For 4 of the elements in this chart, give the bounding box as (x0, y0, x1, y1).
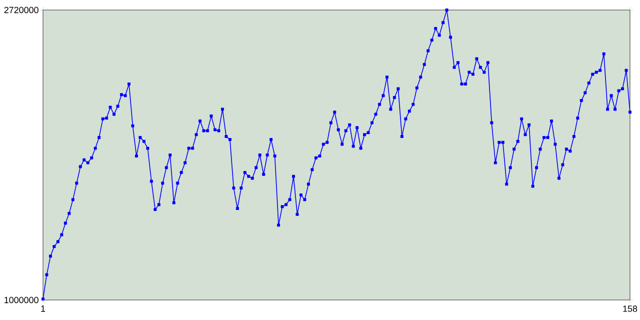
x-tick-label: 1 (41, 306, 46, 312)
x-tick-label: 158 (623, 306, 638, 312)
y-tick-label: 1000000 (4, 296, 38, 304)
y-tick-label: 2720000 (4, 6, 38, 14)
